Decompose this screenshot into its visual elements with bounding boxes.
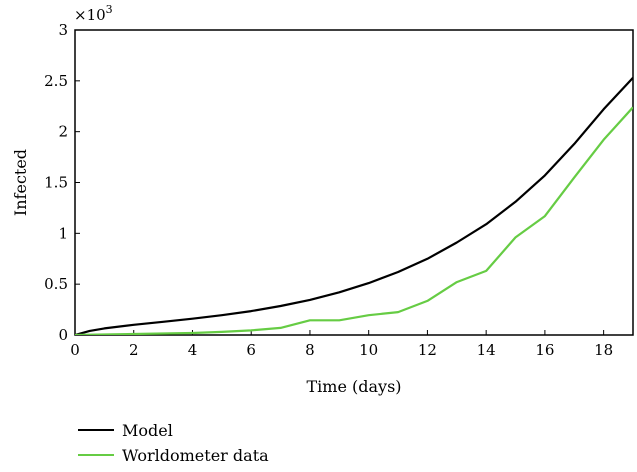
- y-tick-label: 0.5: [44, 275, 68, 293]
- y-multiplier-exponent: 3: [106, 3, 113, 16]
- y-tick-label: 1.5: [44, 174, 68, 192]
- y-tick-label: 3: [58, 21, 68, 39]
- series-line-model: [75, 77, 633, 335]
- x-tick-label: 18: [594, 341, 613, 359]
- legend: Model Worldometer data: [78, 421, 269, 465]
- x-tick-label: 16: [535, 341, 554, 359]
- y-axis-label: Infected: [11, 149, 30, 216]
- x-tick-label: 12: [418, 341, 437, 359]
- y-axis-multiplier: ×103: [74, 3, 113, 24]
- series-layer: [75, 77, 633, 335]
- x-tick-label: 14: [477, 341, 496, 359]
- y-tick-label: 2.5: [44, 72, 68, 90]
- x-tick-label: 4: [188, 341, 198, 359]
- series-line-worldometer: [75, 106, 633, 335]
- y-tick-label: 0: [58, 326, 68, 344]
- legend-label-model: Model: [122, 421, 173, 440]
- y-axis-ticks: 0 0.5 1 1.5 2 2.5 3: [44, 21, 80, 344]
- y-tick-label: 1: [58, 224, 68, 242]
- x-tick-label: 6: [246, 341, 256, 359]
- x-axis-ticks: 0 2 4 6 8 10 12 14 16 18: [70, 330, 613, 359]
- x-tick-label: 2: [129, 341, 139, 359]
- legend-label-worldometer: Worldometer data: [122, 446, 269, 465]
- plot-area-frame: [74, 29, 634, 336]
- x-tick-label: 10: [359, 341, 378, 359]
- x-tick-label: 8: [305, 341, 315, 359]
- x-axis-label: Time (days): [306, 377, 401, 396]
- y-multiplier-base: ×10: [74, 6, 106, 24]
- x-tick-label: 0: [70, 341, 80, 359]
- y-tick-label: 2: [58, 123, 68, 141]
